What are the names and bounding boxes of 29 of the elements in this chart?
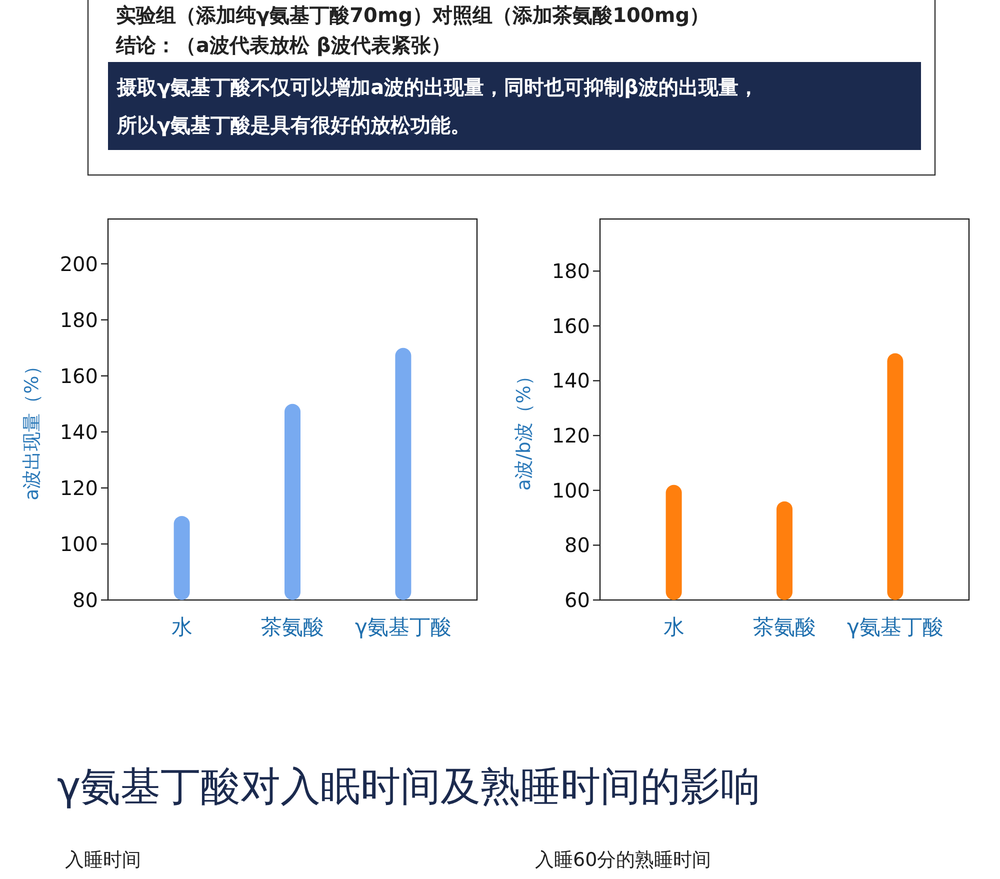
text: 结论：（a波代表放松 β波代表紧张）: [115, 33, 451, 57]
y-tick-label: 140: [552, 368, 590, 393]
y-tick-label: 160: [552, 314, 590, 338]
x-tick-label: γ氨基丁酸: [354, 615, 452, 639]
x-tick-label: 茶氨酸: [753, 615, 816, 639]
y-tick-label: 80: [564, 533, 590, 558]
text: γ氨基丁酸对入眠时间及熟睡时间的影响: [57, 764, 761, 810]
x-tick-label: 水: [663, 615, 684, 639]
y-tick-label: 180: [552, 259, 590, 284]
text: 实验组（添加纯γ氨基丁酸70mg）对照组（添加茶氨酸100mg）: [116, 3, 710, 27]
y-tick-label: 120: [60, 476, 98, 500]
y-tick-label: 160: [60, 364, 98, 388]
x-tick-label: γ氨基丁酸: [846, 615, 944, 639]
text: 入睡60分的熟睡时间: [535, 849, 712, 871]
y-axis-title: a波出现量（%）: [21, 356, 43, 500]
text: 所以γ氨基丁酸是具有很好的放松功能。: [116, 113, 471, 137]
y-axis-title: a波/b波（%）: [513, 366, 535, 491]
y-tick-label: 120: [552, 424, 590, 448]
y-tick-label: 100: [60, 532, 98, 556]
x-tick-label: 茶氨酸: [261, 615, 324, 639]
text: 摄取γ氨基丁酸不仅可以增加a波的出现量，同时也可抑制β波的出现量，: [116, 75, 758, 99]
text: 入睡时间: [65, 849, 141, 871]
x-tick-label: 水: [171, 615, 192, 639]
y-tick-label: 60: [564, 588, 590, 612]
y-tick-label: 100: [552, 478, 590, 502]
y-tick-label: 80: [72, 588, 98, 612]
y-tick-label: 200: [60, 252, 98, 276]
y-tick-label: 140: [60, 420, 98, 444]
y-tick-label: 180: [60, 308, 98, 332]
